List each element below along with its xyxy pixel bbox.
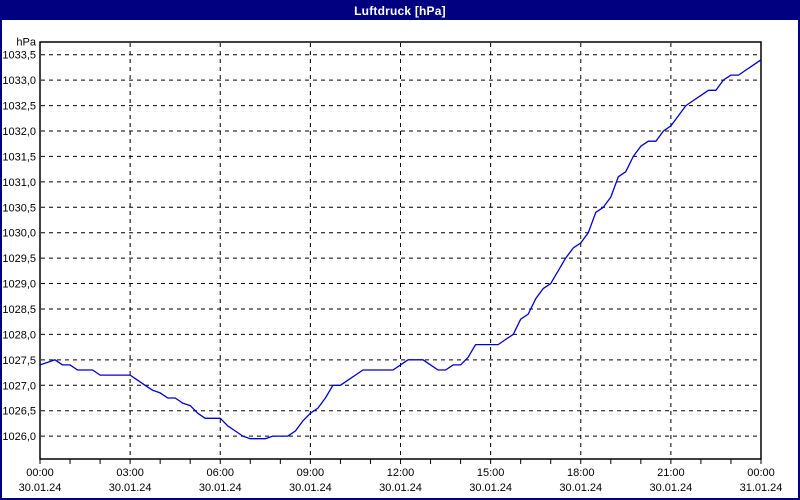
svg-text:1027,0: 1027,0: [2, 380, 36, 392]
svg-text:1033,5: 1033,5: [2, 50, 36, 62]
svg-text:1028,0: 1028,0: [2, 329, 36, 341]
svg-text:00:00: 00:00: [26, 467, 54, 479]
y-axis-labels: 1033,5 1033,0 1032,5 1032,0 1031,5 1031,0 1030…: [2, 50, 36, 443]
svg-text:1031,0: 1031,0: [2, 177, 36, 189]
svg-text:30.01.24: 30.01.24: [109, 482, 152, 494]
svg-text:1026,5: 1026,5: [2, 406, 36, 418]
svg-text:1028,5: 1028,5: [2, 304, 36, 316]
svg-text:30.01.24: 30.01.24: [199, 482, 242, 494]
svg-text:31.01.24: 31.01.24: [740, 482, 783, 494]
svg-text:30.01.24: 30.01.24: [289, 482, 332, 494]
y-axis-unit-label: hPa: [16, 37, 36, 49]
window-titlebar: Luftdruck [hPa]: [2, 2, 798, 20]
pressure-chart: 1033,5 1033,0 1032,5 1032,0 1031,5 1031,0 1030…: [2, 37, 783, 494]
svg-text:30.01.24: 30.01.24: [19, 482, 62, 494]
svg-text:30.01.24: 30.01.24: [649, 482, 692, 494]
svg-text:1030,0: 1030,0: [2, 228, 36, 240]
svg-text:1031,5: 1031,5: [2, 151, 36, 163]
x-axis-minor-ticks: [39, 459, 762, 464]
svg-text:1032,5: 1032,5: [2, 101, 36, 113]
svg-text:21:00: 21:00: [657, 467, 685, 479]
svg-text:1032,0: 1032,0: [2, 126, 36, 138]
svg-text:1033,0: 1033,0: [2, 75, 36, 87]
svg-text:12:00: 12:00: [387, 467, 415, 479]
svg-text:15:00: 15:00: [477, 467, 505, 479]
svg-text:09:00: 09:00: [297, 467, 325, 479]
svg-text:18:00: 18:00: [567, 467, 595, 479]
svg-text:30.01.24: 30.01.24: [559, 482, 602, 494]
svg-text:00:00: 00:00: [747, 467, 775, 479]
svg-text:30.01.24: 30.01.24: [469, 482, 512, 494]
x-grid-lines: [129, 43, 672, 458]
x-axis-labels: 00:00 30.01.24 03:00 30.01.24 06:00 30.01.24 0…: [19, 467, 783, 494]
svg-text:03:00: 03:00: [116, 467, 144, 479]
data-line: [39, 59, 762, 440]
svg-text:hPa: hPa: [16, 37, 36, 49]
svg-text:1026,0: 1026,0: [2, 431, 36, 443]
svg-text:06:00: 06:00: [206, 467, 234, 479]
window-title: Luftdruck [hPa]: [354, 4, 446, 18]
svg-text:1027,5: 1027,5: [2, 355, 36, 367]
svg-text:1029,0: 1029,0: [2, 279, 36, 291]
svg-text:1030,5: 1030,5: [2, 202, 36, 214]
svg-text:1029,5: 1029,5: [2, 253, 36, 265]
svg-text:30.01.24: 30.01.24: [379, 482, 422, 494]
